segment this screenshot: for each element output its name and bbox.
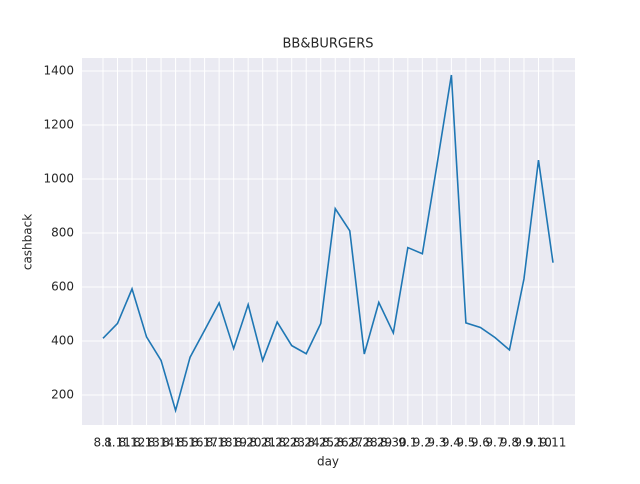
x-tick-label: 8.11	[104, 436, 131, 450]
x-tick-label: 8.22	[264, 436, 291, 450]
x-tick-label: 8.24	[293, 436, 320, 450]
x-tick-label: 9.8	[500, 436, 519, 450]
y-tick-label: 200	[51, 388, 74, 402]
x-tick-label: 8.16	[177, 436, 204, 450]
x-tick-label: 8.13	[133, 436, 160, 450]
y-tick-label: 800	[51, 225, 74, 239]
x-tick-label: 9.11	[540, 436, 567, 450]
x-tick-label: 8.1	[93, 436, 112, 450]
x-tick-label: 8.14	[148, 436, 175, 450]
plot-area	[82, 58, 575, 425]
x-tick-label: 8.15	[162, 436, 189, 450]
x-axis-label: day	[317, 455, 339, 469]
x-tick-label: 9.9	[514, 436, 533, 450]
x-tick-label: 8.26	[322, 436, 349, 450]
x-tick-label: 8.12	[119, 436, 146, 450]
x-tick-label: 8.18	[206, 436, 233, 450]
y-axis-label: cashback	[21, 214, 35, 270]
x-tick-label: 9.1	[398, 436, 417, 450]
x-tick-label: 9.5	[456, 436, 475, 450]
x-tick-label: 8.21	[249, 436, 276, 450]
y-tick-label: 600	[51, 280, 74, 294]
y-tick-label: 1200	[43, 117, 74, 131]
x-tick-label: 8.23	[278, 436, 305, 450]
x-tick-label: 9.6	[471, 436, 490, 450]
x-tick-label: 8.19	[220, 436, 247, 450]
x-tick-label: 9.3	[427, 436, 446, 450]
x-tick-label: 8.17	[191, 436, 218, 450]
x-tick-label: 9.2	[413, 436, 432, 450]
x-tick-label: 8.30	[380, 436, 407, 450]
x-tick-label: 8.27	[336, 436, 363, 450]
y-tick-label: 1000	[43, 171, 74, 185]
x-tick-label: 8.20	[235, 436, 262, 450]
x-tick-label: 9.7	[485, 436, 504, 450]
line-series	[102, 74, 554, 414]
y-tick-label: 400	[51, 334, 74, 348]
y-tick-label: 1400	[43, 63, 74, 77]
x-tick-label: 8.25	[307, 436, 334, 450]
x-tick-label: 9.10	[525, 436, 552, 450]
x-tick-label: 8.29	[365, 436, 392, 450]
x-tick-label: 8.28	[351, 436, 378, 450]
chart-title: BB&BURGERS	[282, 37, 373, 52]
x-tick-label: 9.4	[442, 436, 461, 450]
